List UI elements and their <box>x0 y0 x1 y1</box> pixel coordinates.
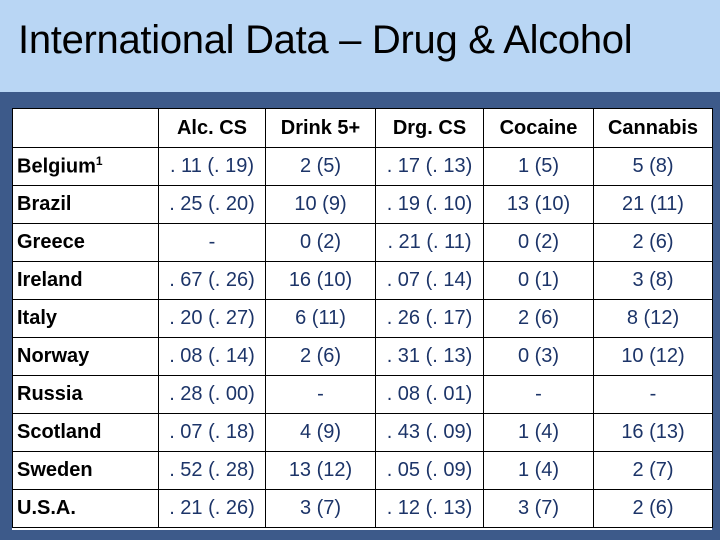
value-cell: 16 (13) <box>593 413 713 452</box>
value-cell: 13 (12) <box>265 451 376 490</box>
value-cell: . 52 (. 28) <box>158 451 266 490</box>
country-name: U.S.A. <box>17 497 76 519</box>
country-name: Norway <box>17 345 90 367</box>
value-cell: . 07 (. 18) <box>158 413 266 452</box>
value-cell: - <box>593 375 713 414</box>
value-cell: 3 (8) <box>593 261 713 300</box>
value-cell: 10 (9) <box>265 185 376 224</box>
value-cell: . 08 (. 14) <box>158 337 266 376</box>
value-cell: . 19 (. 10) <box>375 185 484 224</box>
country-cell: Italy <box>12 299 159 338</box>
table-row: Norway . 08 (. 14) 2 (6). 31 (. 13) 0 (3) 10… <box>12 337 713 376</box>
value-cell: 2 (6) <box>593 223 713 262</box>
header-drg-cs: Drg. CS <box>375 108 484 148</box>
value-cell: 2 (7) <box>593 451 713 490</box>
country-cell: Norway <box>12 337 159 376</box>
value-cell: . 20 (. 27) <box>158 299 266 338</box>
value-cell: . 11 (. 19) <box>158 147 266 186</box>
value-cell: . 12 (. 13) <box>375 489 484 528</box>
value-cell: 3 (7) <box>483 489 594 528</box>
country-cell: U.S.A. <box>12 489 159 528</box>
table-row: Scotland . 07 (. 18) 4 (9). 43 (. 09) 1 (4)… <box>12 413 713 452</box>
slide-title: International Data – Drug & Alcohol <box>18 18 633 62</box>
value-cell: . 43 (. 09) <box>375 413 484 452</box>
value-cell: . 21 (. 26) <box>158 489 266 528</box>
value-cell: 2 (6) <box>483 299 594 338</box>
value-cell: 6 (11) <box>265 299 376 338</box>
header-drink-5plus: Drink 5+ <box>265 108 376 148</box>
header-cell-empty <box>12 108 159 148</box>
value-cell: 5 (8) <box>593 147 713 186</box>
value-cell: 3 (7) <box>265 489 376 528</box>
title-bar: International Data – Drug & Alcohol <box>0 0 720 92</box>
table-row: U.S.A.. 21 (. 26) 3 (7). 12 (. 13) 3 (7) 2 … <box>12 489 713 528</box>
value-cell: - <box>265 375 376 414</box>
country-cell: Ireland <box>12 261 159 300</box>
value-cell: 1 (4) <box>483 413 594 452</box>
value-cell: 8 (12) <box>593 299 713 338</box>
country-cell: Sweden <box>12 451 159 490</box>
value-cell: . 25 (. 20) <box>158 185 266 224</box>
value-cell: - <box>483 375 594 414</box>
country-cell: Belgium1 <box>12 147 159 186</box>
value-cell: 0 (3) <box>483 337 594 376</box>
country-cell: Brazil <box>12 185 159 224</box>
value-cell: 10 (12) <box>593 337 713 376</box>
value-cell: 0 (2) <box>483 223 594 262</box>
country-name: Italy <box>17 307 58 329</box>
country-cell: Greece <box>12 223 159 262</box>
country-name: Belgium <box>17 155 96 178</box>
table-row: Brazil . 25 (. 20) 10 (9). 19 (. 10) 13 (10… <box>12 185 713 224</box>
country-cell: Scotland <box>12 413 159 452</box>
value-cell: . 07 (. 14) <box>375 261 484 300</box>
country-name: Russia <box>17 383 83 405</box>
value-cell: . 05 (. 09) <box>375 451 484 490</box>
footnote-marker: 1 <box>95 154 103 169</box>
country-name: Ireland <box>17 269 83 291</box>
value-cell: . 21 (. 11) <box>375 223 484 262</box>
header-cocaine: Cocaine <box>483 108 594 148</box>
value-cell: - <box>158 223 266 262</box>
table-row: Greece -0 (2). 21 (. 11) 0 (2) 2 (6) <box>12 223 713 262</box>
table-row: Belgium1. 11 (. 19) 2 (5). 17 (. 13) 1 (5)… <box>12 147 713 186</box>
value-cell: 1 (4) <box>483 451 594 490</box>
value-cell: . 26 (. 17) <box>375 299 484 338</box>
country-name: Sweden <box>17 459 93 481</box>
table-row: Ireland . 67 (. 26) 16 (10). 07 (. 14) 0 (1… <box>12 261 713 300</box>
value-cell: 1 (5) <box>483 147 594 186</box>
table-row: Russia. 28 (. 00) -. 08 (. 01) - - <box>12 375 713 414</box>
value-cell: 2 (6) <box>593 489 713 528</box>
table-row: Italy . 20 (. 27) 6 (11). 26 (. 17) 2 (6) 8 … <box>12 299 713 338</box>
value-cell: 21 (11) <box>593 185 713 224</box>
value-cell: . 17 (. 13) <box>375 147 484 186</box>
country-name: Scotland <box>17 421 102 443</box>
value-cell: 13 (10) <box>483 185 594 224</box>
country-cell: Russia <box>12 375 159 414</box>
value-cell: . 08 (. 01) <box>375 375 484 414</box>
value-cell: . 31 (. 13) <box>375 337 484 376</box>
country-name: Brazil <box>17 193 72 215</box>
value-cell: . 67 (. 26) <box>158 261 266 300</box>
value-cell: 2 (5) <box>265 147 376 186</box>
value-cell: 16 (10) <box>265 261 376 300</box>
table-row: Sweden . 52 (. 28) 13 (12). 05 (. 09) 1 (4)… <box>12 451 713 490</box>
value-cell: 0 (2) <box>265 223 376 262</box>
header-alc-cs: Alc. CS <box>158 108 266 148</box>
value-cell: 2 (6) <box>265 337 376 376</box>
data-table: Alc. CS Drink 5+ Drg. CS Cocaine Cannabi… <box>12 108 713 528</box>
header-row: Alc. CS Drink 5+ Drg. CS Cocaine Cannabi… <box>12 108 713 148</box>
value-cell: 4 (9) <box>265 413 376 452</box>
value-cell: . 28 (. 00) <box>158 375 266 414</box>
country-name: Greece <box>17 231 85 253</box>
header-cannabis: Cannabis <box>593 108 713 148</box>
value-cell: 0 (1) <box>483 261 594 300</box>
